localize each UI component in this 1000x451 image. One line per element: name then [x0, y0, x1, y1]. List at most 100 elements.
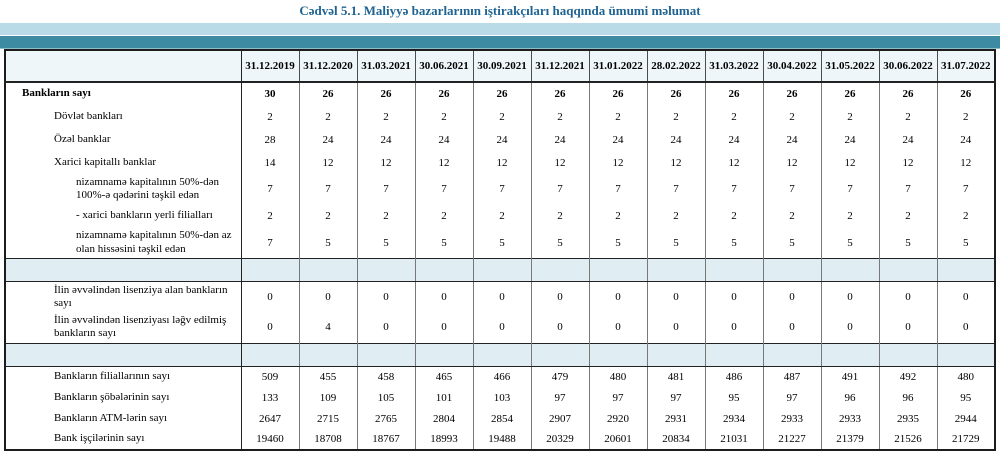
- cell-value: 2: [530, 204, 589, 228]
- cell-value: 7: [646, 174, 705, 205]
- cell-value: 2934: [704, 408, 763, 429]
- section-separator-row: [5, 257, 995, 282]
- separator-cell: [762, 342, 821, 367]
- separator-cell: [936, 342, 995, 367]
- cell-value: 97: [646, 387, 705, 408]
- cell-value: 24: [414, 128, 473, 151]
- cell-value: 7: [820, 174, 879, 205]
- cell-value: 0: [588, 281, 647, 313]
- cell-value: 7: [472, 174, 531, 205]
- decor-band-light: [0, 23, 1000, 35]
- cell-value: 0: [240, 312, 299, 343]
- cell-value: 2935: [878, 408, 937, 429]
- cell-value: 7: [762, 174, 821, 205]
- cell-value: 458: [356, 366, 415, 387]
- cell-value: 14: [240, 151, 299, 174]
- cell-value: 2: [472, 105, 531, 128]
- date-column-header: 30.06.2022: [878, 50, 937, 83]
- cell-value: 5: [356, 227, 415, 259]
- cell-value: 12: [530, 151, 589, 174]
- cell-value: 2715: [298, 408, 357, 429]
- cell-value: 5: [530, 227, 589, 259]
- cell-value: 26: [472, 82, 531, 105]
- cell-value: 12: [820, 151, 879, 174]
- separator-cell: [298, 342, 357, 367]
- cell-value: 0: [646, 312, 705, 343]
- cell-value: 7: [414, 174, 473, 205]
- cell-value: 0: [820, 281, 879, 313]
- cell-value: 2: [356, 204, 415, 228]
- date-column-header: 31.05.2022: [820, 50, 879, 83]
- cell-value: 2: [646, 204, 705, 228]
- cell-value: 2933: [820, 408, 879, 429]
- cell-value: 2: [588, 204, 647, 228]
- separator-cell: [588, 257, 647, 282]
- cell-value: 2765: [356, 408, 415, 429]
- cell-value: 2: [878, 204, 937, 228]
- cell-value: 12: [646, 151, 705, 174]
- cell-value: 2: [414, 105, 473, 128]
- cell-value: 2: [646, 105, 705, 128]
- cell-value: 20834: [646, 429, 705, 450]
- table-row: Bank işçilərinin sayı 19460 18708 18767 1899…: [5, 429, 995, 450]
- cell-value: 24: [356, 128, 415, 151]
- table-row: Bankların filiallarının sayı 509 455 458 465…: [5, 366, 995, 387]
- cell-value: 0: [588, 312, 647, 343]
- cell-value: 20601: [588, 429, 647, 450]
- cell-value: 21729: [936, 429, 995, 450]
- cell-value: 109: [298, 387, 357, 408]
- date-column-header: 31.12.2021: [530, 50, 589, 83]
- date-column-header: 28.02.2022: [646, 50, 705, 83]
- cell-value: 509: [240, 366, 299, 387]
- row-label: İlin əvvəlindən lisenziya alan bankların…: [5, 281, 242, 313]
- cell-value: 5: [704, 227, 763, 259]
- separator-cell: [878, 257, 937, 282]
- cell-value: 12: [298, 151, 357, 174]
- cell-value: 24: [298, 128, 357, 151]
- separator-cell: [704, 257, 763, 282]
- cell-value: 0: [356, 281, 415, 313]
- cell-value: 2: [356, 105, 415, 128]
- cell-value: 133: [240, 387, 299, 408]
- cell-value: 12: [704, 151, 763, 174]
- cell-value: 7: [936, 174, 995, 205]
- cell-value: 24: [646, 128, 705, 151]
- cell-value: 18708: [298, 429, 357, 450]
- separator-cell: [356, 257, 415, 282]
- cell-value: 2: [820, 105, 879, 128]
- cell-value: 5: [298, 227, 357, 259]
- cell-value: 0: [646, 281, 705, 313]
- cell-value: 4: [298, 312, 357, 343]
- cell-value: 7: [240, 227, 299, 259]
- cell-value: 103: [472, 387, 531, 408]
- separator-cell: [240, 257, 299, 282]
- corner-cell: [5, 50, 242, 83]
- separator-cell: [298, 257, 357, 282]
- separator-cell: [240, 342, 299, 367]
- cell-value: 95: [936, 387, 995, 408]
- cell-value: 28: [240, 128, 299, 151]
- cell-value: 18993: [414, 429, 473, 450]
- cell-value: 24: [762, 128, 821, 151]
- cell-value: 2647: [240, 408, 299, 429]
- row-label: Bankların sayı: [5, 82, 242, 105]
- cell-value: 466: [472, 366, 531, 387]
- cell-value: 2907: [530, 408, 589, 429]
- decor-band-teal: [0, 36, 1000, 49]
- cell-value: 21379: [820, 429, 879, 450]
- cell-value: 26: [356, 82, 415, 105]
- cell-value: 24: [530, 128, 589, 151]
- cell-value: 2: [298, 204, 357, 228]
- cell-value: 21031: [704, 429, 763, 450]
- cell-value: 26: [820, 82, 879, 105]
- separator-cell: [646, 342, 705, 367]
- cell-value: 24: [472, 128, 531, 151]
- cell-value: 2: [762, 204, 821, 228]
- cell-value: 2: [530, 105, 589, 128]
- separator-cell: [936, 257, 995, 282]
- table-row: nizamnamə kapitalının 50%-dən 100%-ə qəd…: [5, 174, 995, 205]
- cell-value: 2: [936, 204, 995, 228]
- cell-value: 5: [646, 227, 705, 259]
- separator-cell: [472, 342, 531, 367]
- separator-cell: [588, 342, 647, 367]
